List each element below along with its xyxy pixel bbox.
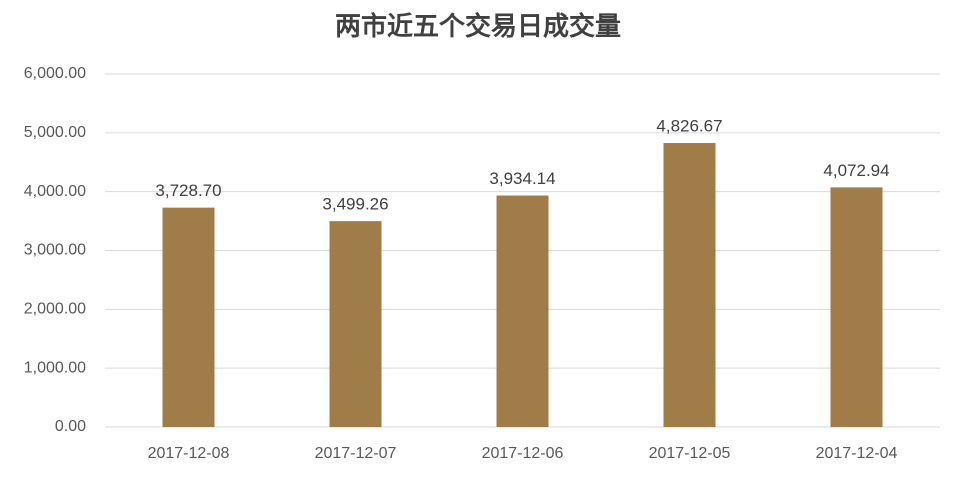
- value-label: 4,826.67: [656, 117, 722, 136]
- x-tick-label: 2017-12-08: [148, 445, 230, 462]
- y-tick-label: 3,000.00: [24, 242, 86, 259]
- y-tick-label: 4,000.00: [24, 183, 86, 200]
- value-label: 3,499.26: [322, 195, 388, 214]
- x-tick-label: 2017-12-07: [315, 445, 397, 462]
- value-label: 3,934.14: [489, 169, 555, 188]
- value-label: 3,728.70: [155, 181, 221, 200]
- bar: [329, 221, 382, 427]
- x-tick-label: 2017-12-04: [816, 445, 898, 462]
- x-tick-label: 2017-12-05: [649, 445, 731, 462]
- y-tick-label: 1,000.00: [24, 359, 86, 376]
- value-label: 4,072.94: [823, 161, 889, 180]
- chart-title: 两市近五个交易日成交量: [335, 11, 621, 41]
- bar: [162, 207, 215, 427]
- bar: [496, 195, 549, 427]
- x-tick-label: 2017-12-06: [482, 445, 564, 462]
- y-tick-label: 0.00: [55, 418, 86, 435]
- y-tick-label: 6,000.00: [24, 65, 86, 82]
- bar: [663, 143, 716, 427]
- y-tick-label: 5,000.00: [24, 124, 86, 141]
- bar: [830, 187, 883, 427]
- y-tick-label: 2,000.00: [24, 301, 86, 318]
